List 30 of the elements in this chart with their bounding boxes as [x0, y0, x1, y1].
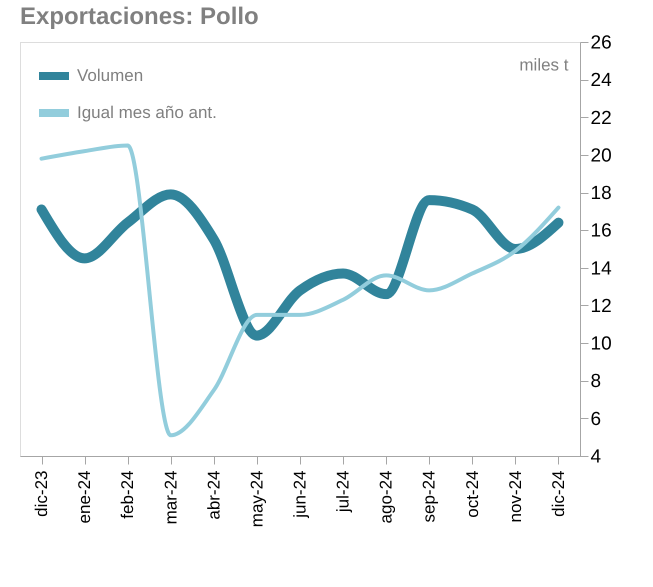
x-tick-label: abr-24 — [204, 470, 224, 520]
x-tick-label: ene-24 — [75, 470, 94, 524]
x-tick-label: feb-24 — [118, 470, 138, 519]
x-tick-label: dic-24 — [548, 470, 568, 517]
legend-label: Igual mes año ant. — [77, 103, 217, 122]
x-tick-label: jun-24 — [290, 470, 310, 519]
y-tick-label: 22 — [590, 108, 612, 129]
x-tick-label: may-24 — [247, 470, 266, 528]
x-tick-label: sep-24 — [420, 470, 439, 522]
y-tick-label: 14 — [590, 258, 612, 280]
y-tick-label: 8 — [590, 371, 602, 392]
y-axis-title: miles t — [519, 56, 569, 74]
y-tick-label: 24 — [590, 70, 612, 92]
x-tick-label: mar-24 — [161, 470, 180, 524]
x-tick-label: jul-24 — [334, 470, 353, 514]
y-tick-label: 26 — [590, 32, 612, 54]
x-tick-label: oct-24 — [462, 470, 482, 518]
x-tick-label: ago-24 — [376, 470, 396, 524]
line-series — [40, 144, 560, 438]
y-tick-label: 10 — [590, 334, 612, 355]
x-tick-label: dic-23 — [32, 470, 52, 517]
legend-label: Volumen — [77, 66, 144, 85]
chart-title: Exportaciones: Pollo — [20, 3, 259, 30]
x-tick-label: nov-24 — [506, 470, 525, 522]
y-tick-label: 18 — [590, 183, 612, 204]
y-tick-label: 12 — [590, 296, 612, 317]
y-tick-label: 20 — [590, 145, 612, 166]
y-tick-label: 16 — [590, 220, 612, 242]
y-tick-label: 6 — [590, 408, 602, 430]
y-tick-label: 4 — [590, 446, 602, 468]
